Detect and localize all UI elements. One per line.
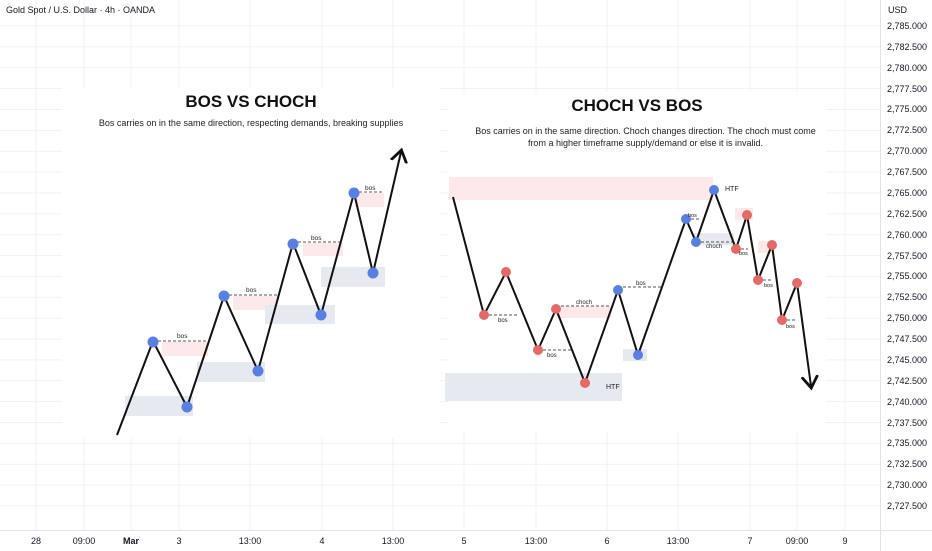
price-tick-label: 2,780.000 <box>887 62 928 73</box>
choch-label: choch <box>706 244 722 250</box>
swing-low-point <box>533 345 543 355</box>
left-panel-title: BOS VS CHOCH <box>185 92 317 111</box>
time-tick-label: 13:00 <box>238 536 262 546</box>
price-tick-label: 2,772.500 <box>887 125 928 136</box>
swing-high-point <box>147 336 159 348</box>
swing-low-point <box>691 237 701 247</box>
bos-label: bos <box>688 213 697 219</box>
time-tick-label: 9 <box>842 536 848 546</box>
price-tick-label: 2,747.500 <box>887 334 928 345</box>
time-tick-label: 5 <box>461 536 467 546</box>
chart-area[interactable]: BOS VS CHOCH Bos carries on in the same … <box>0 0 880 530</box>
time-tick-label: 13:00 <box>381 536 405 546</box>
price-tick-label: 2,742.500 <box>887 375 928 386</box>
price-tick-label: 2,737.500 <box>887 417 928 428</box>
choch-label: choch <box>576 300 592 306</box>
currency-button[interactable]: USD <box>888 5 908 15</box>
bos-label: bos <box>764 283 773 289</box>
bos-label: bos <box>498 318 508 324</box>
bos-label: bos <box>786 324 795 330</box>
swing-low-point <box>479 310 489 320</box>
bos-label: bos <box>547 353 557 359</box>
demand-zone <box>265 305 335 324</box>
right-panel-subtitle: Bos carries on in the same direction. Ch… <box>475 126 816 148</box>
supply-zone <box>355 193 384 207</box>
price-tick-label: 2,750.000 <box>887 313 928 324</box>
price-tick-label: 2,735.000 <box>887 438 928 449</box>
price-tick-label: 2,755.000 <box>887 271 928 282</box>
price-tick-label: 2,775.000 <box>887 104 928 115</box>
swing-high-point <box>742 210 752 220</box>
bos-label: bos <box>636 281 646 287</box>
swing-low-point <box>753 275 763 285</box>
swing-high-point <box>218 290 230 302</box>
htf-label: HTF <box>725 186 739 193</box>
price-tick-label: 2,777.500 <box>887 83 928 94</box>
swing-low-point <box>252 365 264 377</box>
swing-low-point <box>315 309 327 321</box>
demand-zone <box>197 362 265 382</box>
swing-high-point <box>287 238 299 250</box>
swing-high-point <box>348 187 360 199</box>
price-axis[interactable]: 2,785.000 2,782.500 2,780.000 2,777.500 2,77… <box>880 0 932 530</box>
price-tick-label: 2,757.500 <box>887 250 928 261</box>
swing-low-point <box>731 244 741 254</box>
swing-high-point <box>792 278 802 288</box>
time-axis[interactable]: 28 09:00 Mar 3 13:00 4 13:00 5 13:00 6 13:00 7 09:00… <box>0 530 880 551</box>
swing-low-point <box>367 267 379 279</box>
price-tick-label: 2,745.000 <box>887 354 928 365</box>
swing-low-point <box>777 315 787 325</box>
price-tick-label: 2,782.500 <box>887 41 928 52</box>
swing-high-point <box>681 214 691 224</box>
price-tick-label: 2,727.500 <box>887 501 928 511</box>
time-tick-label: Mar <box>122 536 140 546</box>
swing-high-point <box>551 304 561 314</box>
bos-label: bos <box>246 287 257 294</box>
bos-label: bos <box>365 185 376 192</box>
bos-label: bos <box>311 235 322 242</box>
supply-zone <box>162 342 208 356</box>
drawing-layer: bos bos bos bos <box>116 0 880 436</box>
bos-price-path <box>116 152 401 436</box>
time-tick-label: 09:00 <box>72 536 96 546</box>
right-panel-title: CHOCH VS BOS <box>571 96 703 115</box>
price-tick-label: 2,740.000 <box>887 396 928 407</box>
price-tick-label: 2,767.500 <box>887 167 928 178</box>
price-tick-label: 2,765.000 <box>887 187 928 198</box>
time-tick-label: 28 <box>30 536 42 546</box>
bos-label: bos <box>739 251 748 257</box>
time-tick-label: 13:00 <box>666 536 690 546</box>
price-tick-label: 2,785.000 <box>887 21 928 31</box>
time-tick-label: 6 <box>604 536 610 546</box>
demand-zone <box>125 396 193 416</box>
htf-demand-zone <box>445 373 622 401</box>
price-tick-label: 2,760.000 <box>887 229 928 240</box>
supply-zone <box>303 243 343 256</box>
price-tick-label: 2,732.500 <box>887 459 928 470</box>
choch-price-path <box>452 187 811 386</box>
swing-high-point <box>613 285 623 295</box>
swing-high-point <box>501 267 511 277</box>
time-tick-label: 3 <box>176 536 182 546</box>
price-tick-label: 2,762.500 <box>887 208 928 219</box>
supply-zone <box>556 306 611 318</box>
swing-low-point <box>633 350 643 360</box>
price-tick-label: 2,752.500 <box>887 292 928 303</box>
swing-high-point <box>709 185 719 195</box>
price-tick-label: 2,730.000 <box>887 480 928 491</box>
time-tick-label: 09:00 <box>785 536 809 546</box>
swing-low-point <box>181 401 193 413</box>
time-tick-label: 4 <box>319 536 325 546</box>
time-tick-label: 7 <box>747 536 753 546</box>
symbol-title: Gold Spot / U.S. Dollar · 4h · OANDA <box>6 5 156 15</box>
left-panel-subtitle: Bos carries on in the same direction, re… <box>98 118 404 128</box>
time-tick-label: 13:00 <box>524 536 548 546</box>
price-tick-label: 2,770.000 <box>887 146 928 157</box>
swing-high-point <box>767 240 777 250</box>
bos-label: bos <box>177 333 188 340</box>
htf-label: HTF <box>606 384 620 391</box>
htf-supply-zone <box>449 177 713 200</box>
swing-low-point <box>580 378 590 388</box>
axis-corner <box>880 530 932 551</box>
